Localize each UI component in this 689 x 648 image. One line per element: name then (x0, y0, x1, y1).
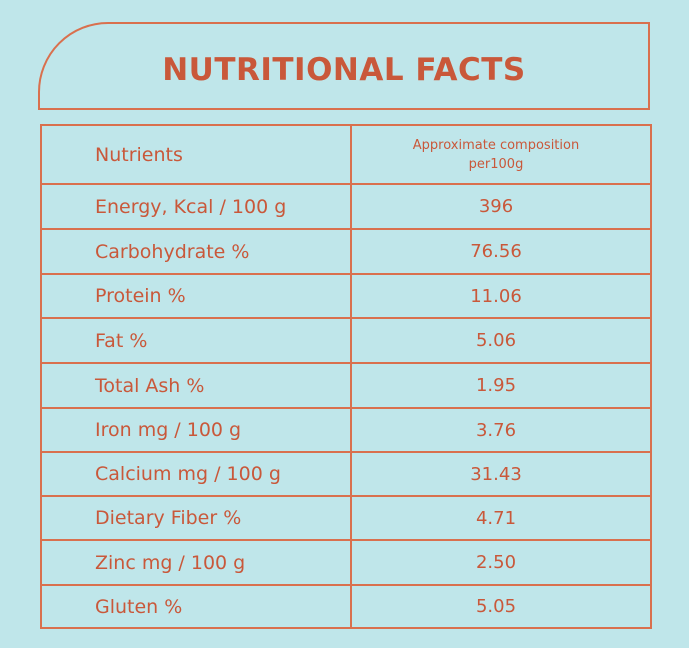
nutrient-name-text: Gluten % (95, 595, 183, 618)
nutrient-value: 1.95 (352, 364, 650, 407)
nutrient-value: 5.05 (352, 586, 650, 627)
nutrient-value: 3.76 (352, 409, 650, 451)
table-row: Total Ash % 1.95 (42, 364, 650, 409)
nutrient-value: 396 (352, 185, 650, 228)
nutrient-value-text: 5.05 (475, 596, 517, 617)
nutrient-name: Dietary Fiber % (42, 497, 352, 539)
nutrient-name-text: Dietary Fiber % (95, 507, 242, 529)
nutrient-name-text: Fat % (95, 329, 148, 352)
table-row: Dietary Fiber % 4.71 (42, 497, 650, 541)
nutrient-value-text: 3.76 (475, 419, 517, 441)
table-row: Gluten % 5.05 (42, 586, 650, 627)
nutrient-name: Iron mg / 100 g (42, 409, 352, 451)
nutrient-name-text: Energy, Kcal / 100 g (95, 195, 287, 218)
nutrient-value: 11.06 (352, 275, 650, 317)
nutrient-name-text: Zinc mg / 100 g (95, 551, 246, 574)
nutrient-name: Total Ash % (42, 364, 352, 407)
nutrient-name-text: Protein % (95, 285, 186, 307)
nutrient-name: Zinc mg / 100 g (42, 541, 352, 584)
table-header-row: Nutrients Approximate composition per100… (42, 126, 650, 185)
nutrient-value: 2.50 (352, 541, 650, 584)
nutrient-name-text: Total Ash % (95, 374, 205, 397)
nutrient-name: Protein % (42, 275, 352, 317)
table-row: Iron mg / 100 g 3.76 (42, 409, 650, 453)
header-nutrients: Nutrients (42, 126, 352, 183)
table-row: Calcium mg / 100 g 31.43 (42, 453, 650, 497)
nutrient-value-text: 2.50 (475, 552, 517, 573)
table-row: Zinc mg / 100 g 2.50 (42, 541, 650, 586)
nutrition-table: Nutrients Approximate composition per100… (40, 124, 652, 629)
table-row: Protein % 11.06 (42, 275, 650, 319)
nutrient-name-text: Carbohydrate % (95, 240, 250, 263)
nutrient-value-text: 31.43 (470, 463, 522, 485)
title-box: NUTRITIONAL FACTS (38, 22, 650, 110)
nutrient-name-text: Iron mg / 100 g (95, 419, 242, 441)
nutrient-name: Energy, Kcal / 100 g (42, 185, 352, 228)
nutrient-value-text: 396 (478, 196, 514, 217)
nutrient-name: Gluten % (42, 586, 352, 627)
header-composition-line2: per100g (468, 156, 524, 172)
nutrient-value: 4.71 (352, 497, 650, 539)
table-row: Fat % 5.06 (42, 319, 650, 364)
table-row: Carbohydrate % 76.56 (42, 230, 650, 275)
table-row: Energy, Kcal / 100 g 396 (42, 185, 650, 230)
nutrient-value-text: 1.95 (475, 375, 517, 396)
page-title: NUTRITIONAL FACTS (162, 52, 526, 88)
nutrient-name: Calcium mg / 100 g (42, 453, 352, 495)
nutrient-value: 31.43 (352, 453, 650, 495)
nutrient-value: 5.06 (352, 319, 650, 362)
nutrient-value-text: 4.71 (475, 507, 517, 529)
nutrient-value-text: 11.06 (470, 285, 522, 307)
header-composition-line1: Approximate composition (412, 137, 580, 153)
nutrient-name: Fat % (42, 319, 352, 362)
nutrient-value-text: 76.56 (470, 241, 522, 262)
nutrient-name: Carbohydrate % (42, 230, 352, 273)
nutrient-value: 76.56 (352, 230, 650, 273)
header-nutrients-label: Nutrients (95, 143, 183, 166)
nutrient-value-text: 5.06 (475, 330, 517, 351)
nutrient-name-text: Calcium mg / 100 g (95, 463, 281, 485)
header-composition: Approximate composition per100g (352, 126, 650, 183)
